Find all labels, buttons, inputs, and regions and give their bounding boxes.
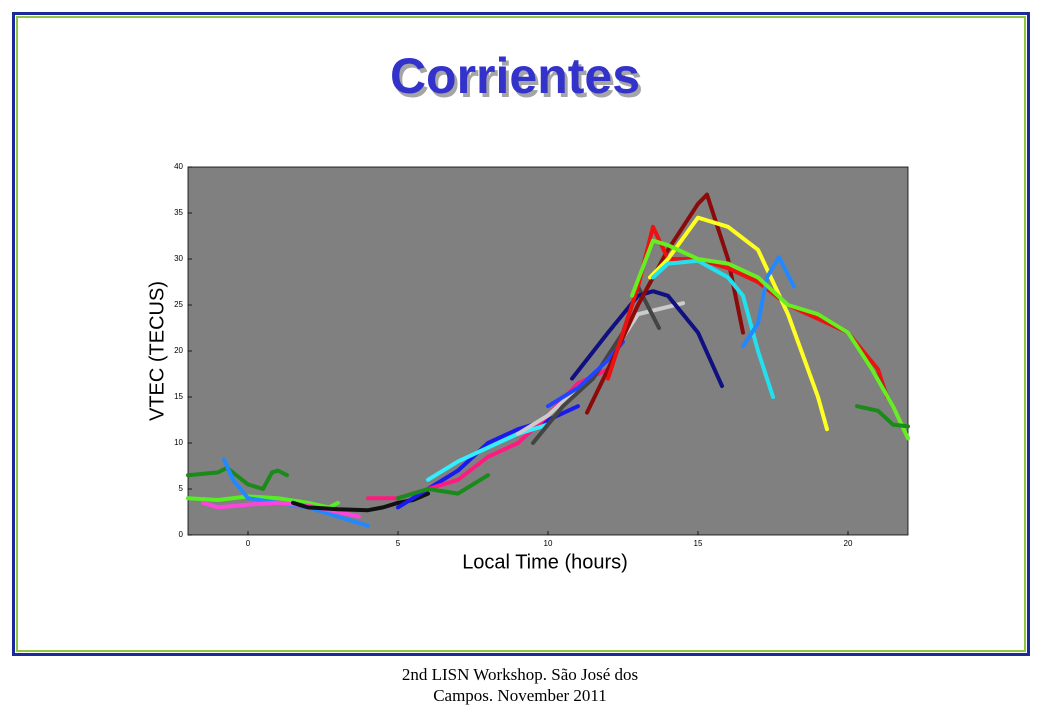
y-axis-label: VTEC (TECUS)	[146, 281, 168, 421]
slide-frame	[12, 12, 1030, 656]
series-line	[630, 238, 910, 441]
series-line	[426, 422, 550, 482]
y-tick-label: 0	[179, 530, 184, 539]
series-line	[651, 258, 775, 399]
x-tick-label: 0	[246, 539, 251, 548]
series-line	[201, 500, 361, 519]
series-line	[396, 473, 490, 501]
x-tick-label: 15	[694, 539, 703, 548]
series-line	[855, 404, 910, 429]
y-tick-label: 20	[174, 346, 183, 355]
plot-area	[188, 167, 908, 535]
chart: Corrientes Corrientes Local Time (hours)…	[146, 48, 910, 573]
x-axis-label: Local Time (hours)	[462, 551, 628, 573]
y-tick-label: 35	[174, 208, 183, 217]
footer: 2nd LISN Workshop. São José dos Campos. …	[401, 665, 639, 705]
title-shadow: Corrientes	[393, 52, 643, 108]
series-line	[570, 289, 724, 388]
y-tick-label: 30	[174, 254, 183, 263]
chart-title: Corrientes	[390, 48, 640, 104]
y-tick-label: 15	[174, 392, 183, 401]
series-line	[648, 215, 829, 432]
series-line	[186, 465, 289, 491]
y-tick-label: 10	[174, 438, 183, 447]
y-tick-label: 40	[174, 162, 183, 171]
y-tick-label: 25	[174, 300, 183, 309]
x-tick-label: 20	[844, 539, 853, 548]
x-tick-label: 5	[396, 539, 401, 548]
y-tick-label: 5	[179, 484, 184, 493]
series-line	[741, 255, 796, 349]
x-tick-label: 10	[544, 539, 553, 548]
